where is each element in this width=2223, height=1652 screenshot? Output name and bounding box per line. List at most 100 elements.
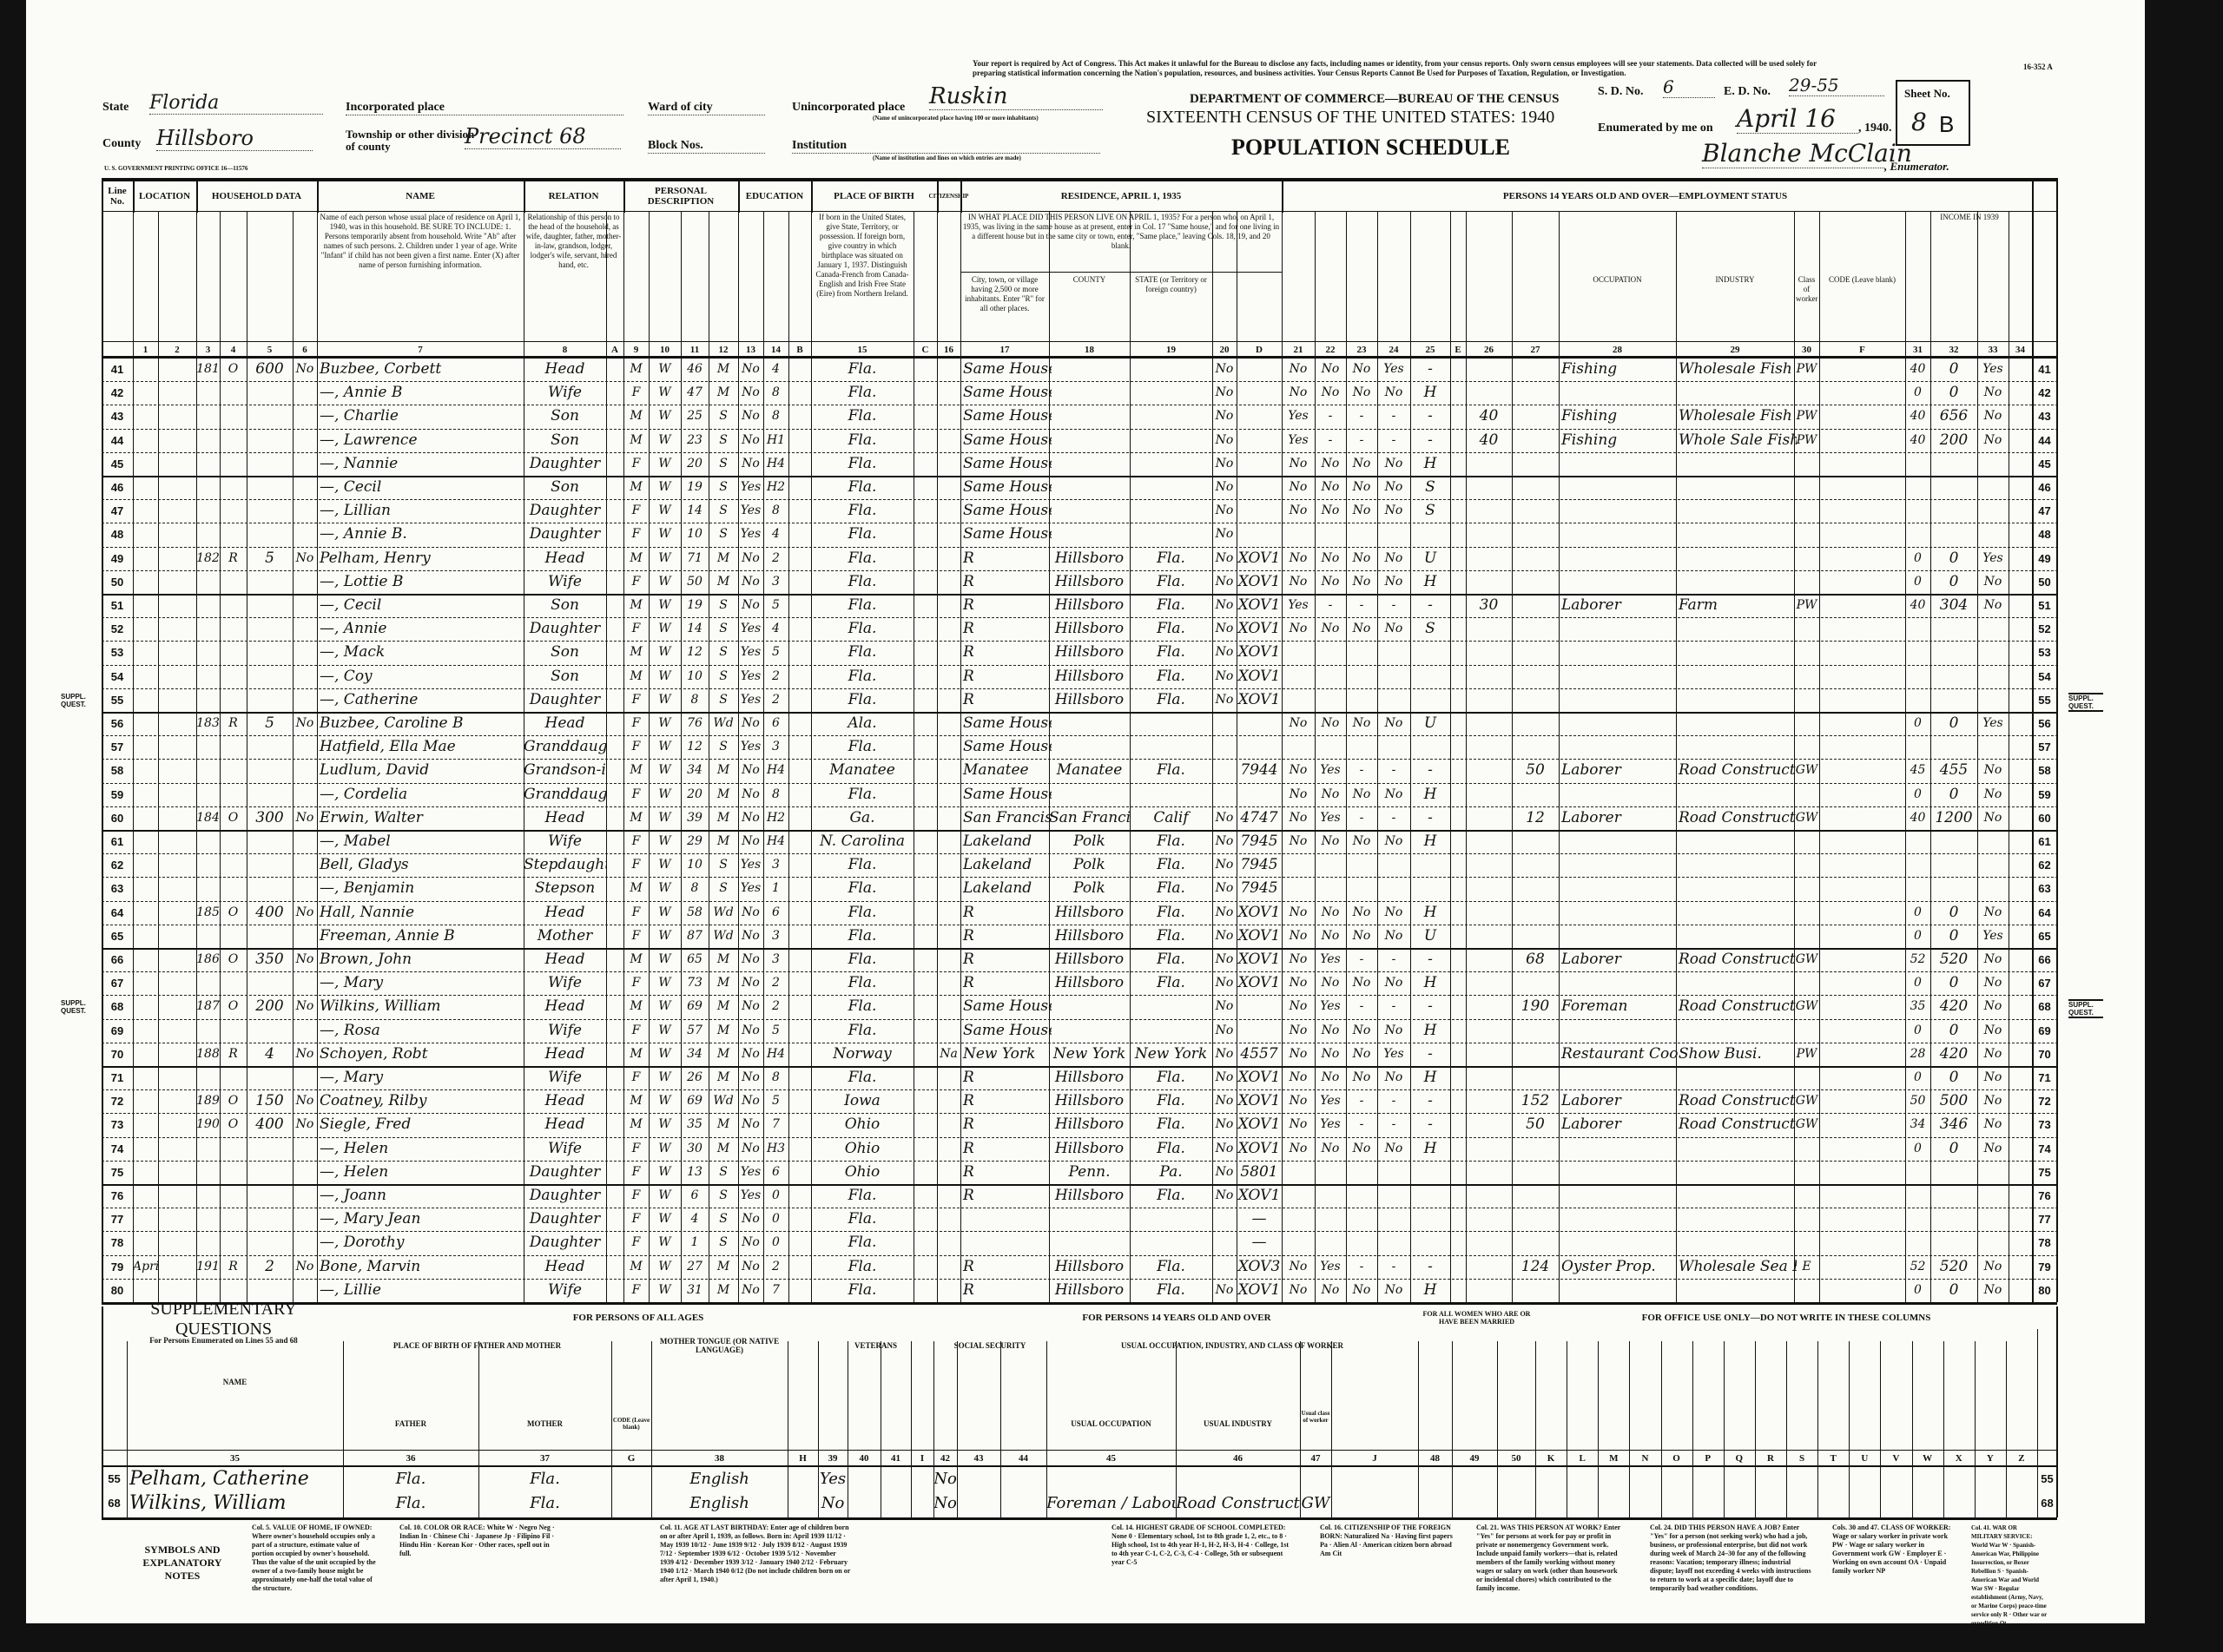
cell-sch: No — [742, 1070, 760, 1084]
suppl-line-number-right: 68 — [2041, 1497, 2054, 1510]
cell-race: W — [658, 645, 671, 660]
suppl-column-number: 46 — [1233, 1453, 1243, 1464]
cell-bp: Ohio — [844, 1116, 881, 1134]
column-divider — [220, 211, 221, 1302]
cell-rel: Wife — [548, 572, 582, 590]
cell-bp: Fla. — [848, 407, 877, 425]
cell-w21: No — [1289, 1259, 1308, 1274]
cell-r17: R — [963, 596, 974, 614]
column-number: 8 — [562, 345, 568, 355]
cell-rel: Son — [551, 407, 579, 425]
cell-r20: No — [1215, 1164, 1234, 1179]
suppl-header-code: CODE (Leave blank) — [612, 1417, 650, 1431]
cell-hh: 181 — [196, 362, 220, 376]
row-divider — [102, 451, 2057, 453]
row-divider — [102, 830, 2057, 832]
cell-gr: H4 — [766, 763, 786, 778]
cell-gr: 2 — [772, 668, 780, 683]
suppl-column-number: 49 — [1469, 1453, 1480, 1464]
suppl-header-name: NAME — [222, 1378, 247, 1386]
cell-sex: F — [631, 1070, 641, 1084]
cell-r17: R — [963, 1116, 974, 1134]
cell-farm: No — [295, 362, 314, 376]
column-number: 21 — [1293, 345, 1303, 355]
cell-w23: - — [1359, 1117, 1364, 1132]
row-divider — [102, 594, 2057, 596]
cell-w25: U — [1423, 714, 1437, 732]
cell-sex: F — [631, 692, 641, 707]
subheader-res_state: STATE (or Territory or foreign country) — [1135, 275, 1207, 293]
cell-sex: M — [630, 1094, 643, 1109]
cell-w23: - — [1359, 810, 1364, 825]
line-number-right: 62 — [2038, 859, 2051, 872]
cell-r20: No — [1215, 692, 1234, 707]
cell-rel: Granddaughter — [524, 785, 606, 803]
cell-mar: M — [716, 1259, 730, 1274]
cell-w25: S — [1425, 478, 1435, 496]
line-number-right: 60 — [2038, 811, 2051, 825]
cell-w25: - — [1428, 808, 1433, 826]
cell-w23: No — [1352, 928, 1371, 943]
cell-mar: M — [716, 834, 730, 848]
cell-wk: 40 — [1910, 598, 1926, 612]
cell-w23: No — [1352, 574, 1371, 589]
cell-bp: Fla. — [848, 1280, 877, 1299]
cell-w24: No — [1384, 550, 1403, 565]
line-number: 60 — [110, 811, 124, 825]
cell-sex: M — [630, 763, 643, 778]
row-divider — [102, 688, 2057, 689]
cell-own: O — [228, 810, 239, 825]
cell-r17: Same House — [963, 454, 1052, 472]
cell-w27: 50 — [1526, 761, 1545, 780]
cell-gr: 2 — [772, 550, 780, 565]
cell-w21: No — [1289, 1070, 1308, 1084]
row-divider — [102, 806, 2057, 807]
cell-occ: Oyster Prop. — [1561, 1257, 1656, 1275]
group-header-residence: RESIDENCE, APRIL 1, 1935 — [1060, 191, 1182, 201]
cell-r17: R — [963, 620, 974, 638]
column-divider — [1819, 211, 1820, 1302]
cell-cls: PW — [1796, 1046, 1817, 1061]
suppl-column-number: 50 — [1511, 1453, 1521, 1464]
cell-w23: No — [1352, 787, 1371, 801]
cell-w22: No — [1321, 716, 1340, 730]
cell-age: 1 — [690, 1235, 699, 1250]
suppl-cell-cls: GW — [1301, 1494, 1330, 1512]
county-label: County — [102, 137, 142, 150]
cell-w25: - — [1428, 951, 1433, 968]
suppl-column-divider — [911, 1341, 912, 1517]
suppl-column-divider — [1849, 1341, 1850, 1517]
suppl-column-number: U — [1861, 1453, 1869, 1464]
cell-mar: S — [719, 598, 728, 612]
cell-oth: Yes — [1982, 928, 2003, 943]
cell-r18: Hillsboro — [1054, 1116, 1125, 1134]
cell-r19: Fla. — [1157, 879, 1185, 898]
cell-gr: 3 — [772, 952, 780, 966]
cell-w22: No — [1321, 905, 1340, 919]
cell-mar: M — [716, 1046, 730, 1061]
row-divider — [102, 428, 2057, 430]
cell-name: —, Nannie — [320, 454, 399, 472]
cell-sch: No — [742, 928, 760, 943]
cell-occ: Laborer — [1561, 1116, 1621, 1134]
cell-cit: Na — [940, 1046, 958, 1061]
cell-ind: Farm — [1679, 596, 1718, 614]
suppl-column-number: J — [1372, 1453, 1377, 1464]
suppl-column-number: L — [1579, 1453, 1586, 1464]
cell-mar: M — [716, 362, 730, 376]
cell-rel: Mother — [537, 926, 593, 944]
cell-race: W — [658, 740, 671, 754]
cell-w23: No — [1352, 1070, 1371, 1084]
cell-w24: No — [1384, 503, 1403, 518]
row-divider — [102, 617, 2057, 619]
cell-inc: 0 — [1949, 1069, 1959, 1086]
cell-sch: No — [742, 550, 760, 565]
cell-age: 10 — [687, 527, 703, 542]
cell-oth: No — [1983, 598, 2002, 612]
cell-sex: M — [630, 668, 643, 683]
cell-inc: 346 — [1939, 1116, 1969, 1134]
suppl-header-usual_cls: Usual class of worker — [1301, 1410, 1330, 1424]
cell-w27: 12 — [1526, 808, 1545, 826]
cell-age: 19 — [687, 480, 703, 494]
cell-name: —, Helen — [320, 1162, 389, 1181]
